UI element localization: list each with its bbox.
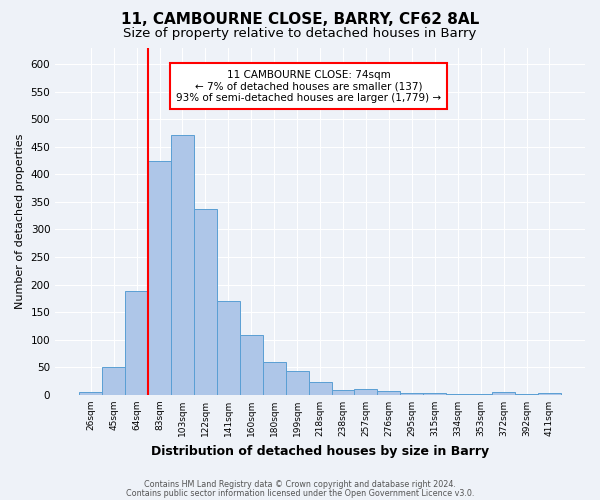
Bar <box>423 392 446 395</box>
Bar <box>171 134 194 395</box>
Bar <box>102 367 125 395</box>
Y-axis label: Number of detached properties: Number of detached properties <box>15 134 25 309</box>
Bar <box>194 209 217 395</box>
Bar <box>308 382 332 395</box>
Text: Size of property relative to detached houses in Barry: Size of property relative to detached ho… <box>124 28 476 40</box>
Bar <box>492 392 515 395</box>
Bar <box>538 394 561 395</box>
Bar <box>515 394 538 395</box>
Bar <box>79 392 102 395</box>
Text: Contains public sector information licensed under the Open Government Licence v3: Contains public sector information licen… <box>126 489 474 498</box>
Bar <box>400 392 423 395</box>
Bar <box>377 391 400 395</box>
Bar <box>148 160 171 395</box>
Bar <box>446 394 469 395</box>
Text: 11 CAMBOURNE CLOSE: 74sqm
← 7% of detached houses are smaller (137)
93% of semi-: 11 CAMBOURNE CLOSE: 74sqm ← 7% of detach… <box>176 70 441 103</box>
Text: Contains HM Land Registry data © Crown copyright and database right 2024.: Contains HM Land Registry data © Crown c… <box>144 480 456 489</box>
Bar <box>286 370 308 395</box>
Bar <box>469 394 492 395</box>
Text: 11, CAMBOURNE CLOSE, BARRY, CF62 8AL: 11, CAMBOURNE CLOSE, BARRY, CF62 8AL <box>121 12 479 28</box>
Bar <box>240 336 263 395</box>
X-axis label: Distribution of detached houses by size in Barry: Distribution of detached houses by size … <box>151 444 489 458</box>
Bar <box>355 389 377 395</box>
Bar <box>217 301 240 395</box>
Bar <box>332 390 355 395</box>
Bar <box>263 362 286 395</box>
Bar <box>125 292 148 395</box>
